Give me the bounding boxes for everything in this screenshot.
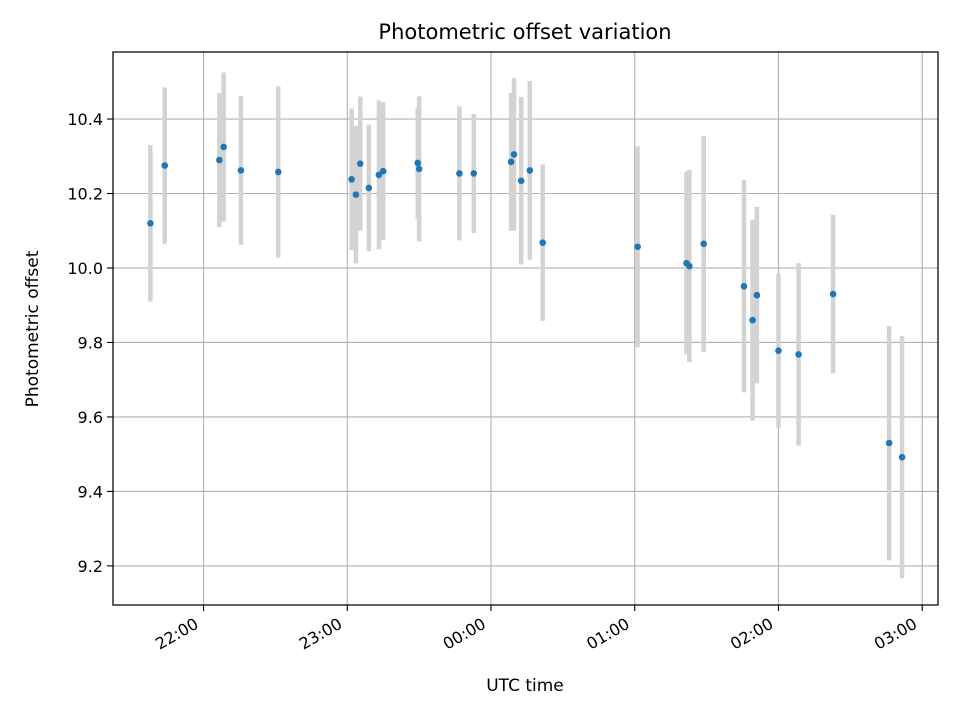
chart-title: Photometric offset variation bbox=[378, 20, 671, 44]
y-tick-label: 9.6 bbox=[78, 408, 103, 427]
y-tick-label: 9.8 bbox=[78, 333, 103, 352]
data-point bbox=[686, 262, 693, 270]
y-tick-label: 9.2 bbox=[78, 557, 103, 576]
y-tick-label: 9.4 bbox=[78, 482, 103, 501]
data-point bbox=[237, 167, 245, 174]
data-point bbox=[216, 156, 223, 164]
data-point bbox=[775, 347, 782, 354]
plot-frame bbox=[112, 51, 939, 606]
data-point bbox=[795, 351, 802, 358]
data-point bbox=[507, 158, 515, 166]
data-points bbox=[147, 143, 906, 461]
data-point bbox=[898, 453, 906, 461]
data-point bbox=[634, 243, 641, 251]
data-point bbox=[220, 143, 227, 151]
data-point bbox=[829, 290, 837, 298]
y-tick-label: 10.4 bbox=[67, 110, 103, 129]
data-point bbox=[700, 240, 708, 248]
data-point bbox=[379, 167, 387, 175]
data-point bbox=[539, 239, 547, 246]
data-point bbox=[753, 291, 761, 299]
data-point bbox=[274, 168, 282, 176]
data-point bbox=[414, 159, 422, 167]
data-point bbox=[365, 184, 373, 192]
data-point bbox=[526, 167, 534, 174]
y-tick-label: 10.2 bbox=[67, 185, 103, 204]
plot-area bbox=[113, 52, 938, 605]
y-axis-label: Photometric offset bbox=[23, 250, 43, 407]
data-point bbox=[456, 170, 463, 177]
data-point bbox=[375, 171, 383, 179]
data-point bbox=[147, 219, 154, 227]
data-point bbox=[749, 316, 756, 324]
data-point bbox=[356, 160, 364, 168]
data-point bbox=[510, 151, 518, 158]
data-point bbox=[517, 177, 525, 185]
data-point bbox=[885, 439, 893, 447]
y-axis-ticks: 9.2 9.4 9.6 9.8 10.0 10.2 10.4 bbox=[67, 110, 113, 576]
y-tick-label: 10.0 bbox=[67, 259, 103, 278]
data-point bbox=[161, 162, 169, 169]
data-point bbox=[740, 282, 748, 290]
data-point bbox=[470, 170, 478, 177]
data-point bbox=[348, 176, 355, 183]
data-point bbox=[352, 191, 360, 198]
x-axis-label: UTC time bbox=[486, 676, 564, 696]
data-point bbox=[415, 165, 423, 173]
